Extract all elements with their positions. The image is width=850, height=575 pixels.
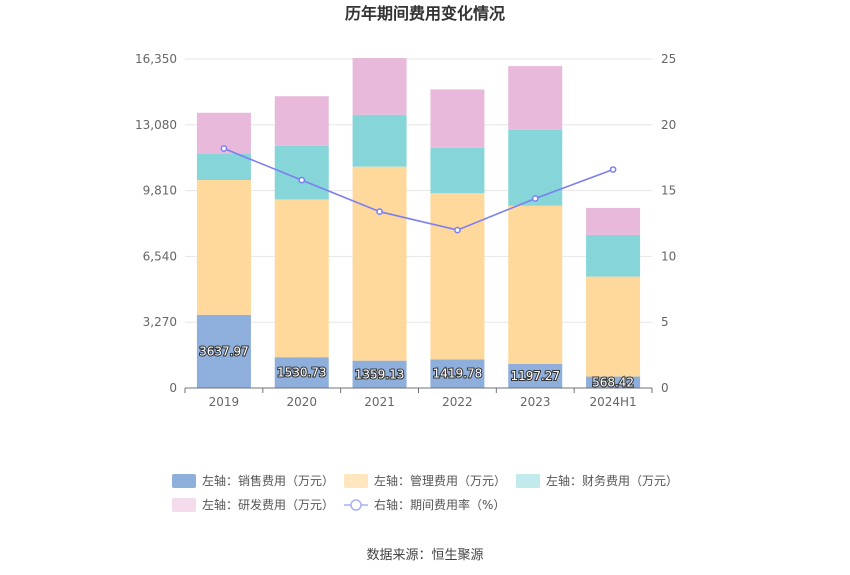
bar-segment [196,153,251,180]
line-point [531,195,539,202]
legend-label: 左轴：研发费用（万元） [202,497,334,512]
grid-layer [185,58,652,323]
label-layer: 3637.97 1530.73 1359.13 1419.78 1197.27 568.4… [198,343,635,390]
data-label: 568.42 [592,375,634,389]
left-axis-tick-label: 3,270 [143,315,177,329]
data-label: 1419.78 [433,367,483,381]
x-axis-tick-label: 2024H1 [589,395,636,409]
x-axis-tick-label: 2019 [209,395,240,409]
data-label: 1530.73 [277,366,327,380]
line-point [454,226,461,234]
left-axis-tick-label: 9,810 [143,184,177,198]
bar-segment [430,193,485,360]
bar-segment [352,166,407,361]
right-axis-tick-label: 25 [661,52,676,66]
bar-segment [586,207,641,235]
line-point [609,166,617,173]
legend-label: 左轴：管理费用（万元） [374,473,506,488]
line-point [298,176,306,184]
legend-label: 左轴：财务费用（万元） [546,473,678,488]
data-label: 3637.97 [199,344,249,358]
bar-segment [352,114,407,167]
data-label: 1197.27 [510,369,560,383]
bar-segment [430,89,485,148]
legend-swatch [172,474,196,488]
bar-segment [352,58,407,115]
bar-segment [508,363,563,388]
x-axis-tick-label: 2022 [442,395,473,409]
bar-segment [586,276,641,377]
bar-segment [352,360,407,388]
right-axis-tick-label: 0 [661,381,669,395]
bar-segment [430,147,485,194]
legend-label: 右轴：期间费用率（%） [374,497,505,512]
right-axis-tick-label: 15 [661,184,676,198]
legend-swatch [516,474,540,488]
bar-segment [508,66,563,130]
series-line [223,147,614,231]
bar-segment [430,359,485,388]
data-label: 1359.13 [355,367,405,381]
right-axis-tick-label: 5 [661,315,669,329]
line-point [220,145,228,152]
right-axis-tick-label: 20 [661,118,676,132]
legend: 左轴：销售费用（万元） 左轴：管理费用（万元） 左轴：财务费用（万元） 左轴：研发费用… [172,473,678,512]
bar-segment [274,199,329,358]
line-layer [220,145,617,234]
left-axis-tick-label: 16,350 [135,52,177,66]
x-axis-tick-label: 2020 [286,395,317,409]
right-axis-tick-label: 10 [661,249,676,263]
legend-swatch [344,474,368,488]
legend-swatch [172,498,196,512]
x-axis-tick-label: 2023 [520,395,551,409]
bar-segment [274,357,329,388]
bar-segment [586,376,641,388]
bar-segment [196,314,251,388]
data-source: 数据来源：恒生聚源 [366,548,483,563]
axis-layer: 0 3,270 6,540 9,810 13,080 16,350 0 5 10 15 20 25 20… [135,52,676,409]
line-point [376,208,383,216]
left-axis-tick-label: 13,080 [135,118,177,132]
x-axis-tick-label: 2021 [364,395,395,409]
bar-segment [508,205,563,364]
legend-label: 左轴：销售费用（万元） [202,473,334,488]
bar-segment [508,129,563,206]
bar-segment [196,179,251,315]
left-axis-tick-label: 0 [169,381,177,395]
chart-title: 历年期间费用变化情况 [345,4,505,23]
legend-point-symbol [350,499,362,511]
bar-layer [196,58,641,388]
bar-segment [586,234,641,277]
left-axis-tick-label: 6,540 [143,249,177,263]
bar-segment [274,96,329,146]
